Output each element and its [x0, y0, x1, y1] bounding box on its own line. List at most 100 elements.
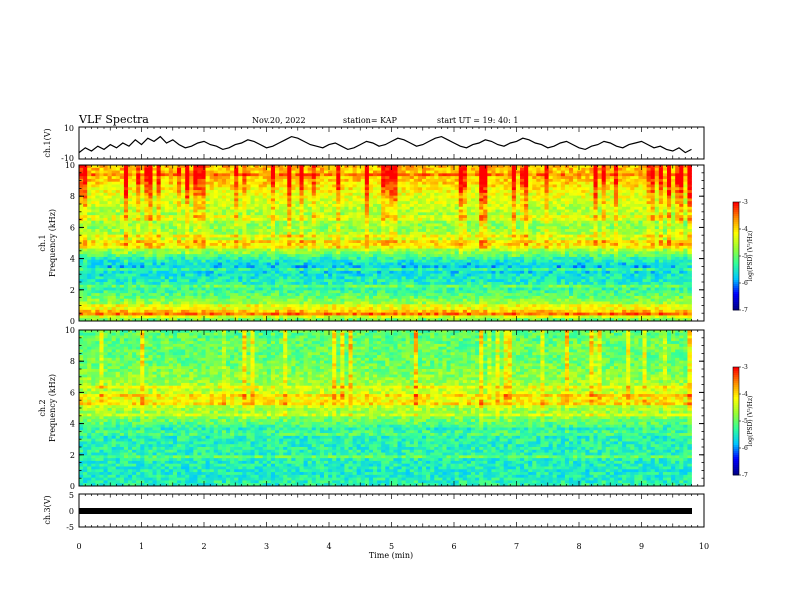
spectrogram-cell: [332, 218, 336, 221]
spectrogram-cell: [328, 171, 332, 174]
spectrogram-cell: [255, 179, 259, 182]
spectrogram-cell: [581, 251, 585, 254]
spectrogram-cell: [95, 221, 99, 224]
spectrogram-cell: [291, 243, 295, 246]
spectrogram-cell: [381, 187, 385, 190]
spectrogram-cell: [585, 176, 589, 179]
spectrogram-cell: [389, 254, 393, 257]
spectrogram-cell: [491, 254, 495, 257]
spectrogram-cell: [340, 254, 344, 257]
spectrogram-cell: [353, 185, 357, 188]
spectrogram-cell: [434, 251, 438, 254]
spectrogram-cell: [500, 243, 504, 246]
spectrogram-cell: [140, 179, 144, 182]
spectrogram-cell: [410, 190, 414, 193]
spectrogram-cell: [99, 210, 103, 213]
spectrogram-cell: [197, 232, 201, 235]
spectrogram-cell: [647, 196, 651, 199]
spectrogram-cell: [120, 185, 124, 188]
spectrogram-cell: [438, 240, 442, 243]
spectrogram-cell: [320, 243, 324, 246]
spectrogram-cell: [189, 187, 193, 190]
spectrogram-cell: [614, 243, 618, 246]
spectrogram-cell: [398, 232, 402, 235]
spectrogram-cell: [132, 201, 136, 204]
spectrogram-cell: [516, 185, 520, 188]
spectrogram-cell: [153, 257, 157, 260]
spectrogram-cell: [99, 207, 103, 210]
spectrogram-cell: [230, 204, 234, 207]
spectrogram-cell: [549, 212, 553, 215]
spectrogram-cell: [528, 193, 532, 196]
spectrogram-cell: [153, 210, 157, 213]
spectrogram-cell: [410, 187, 414, 190]
spectrogram-cell: [369, 185, 373, 188]
spectrogram-cell: [295, 198, 299, 201]
spectrogram-cell: [402, 193, 406, 196]
spectrogram-cell: [614, 171, 618, 174]
spectrogram-cell: [95, 196, 99, 199]
spectrogram-cell: [328, 179, 332, 182]
spectrogram-cell: [549, 187, 553, 190]
spectrogram-cell: [136, 196, 140, 199]
spectrogram-cell: [242, 198, 246, 201]
spectrogram-cell: [161, 240, 165, 243]
spectrogram-cell: [565, 193, 569, 196]
spectrogram-cell: [459, 246, 463, 249]
spectrogram-cell: [144, 201, 148, 204]
spectrogram-cell: [308, 229, 312, 232]
spectrogram-cell: [165, 179, 169, 182]
spectrogram-cell: [479, 251, 483, 254]
spectrogram-cell: [124, 196, 128, 199]
spectrogram-cell: [144, 229, 148, 232]
spectrogram-cell: [161, 168, 165, 171]
spectrogram-cell: [255, 246, 259, 249]
spectrogram-cell: [263, 229, 267, 232]
spectrogram-cell: [95, 179, 99, 182]
spectrogram-cell: [585, 237, 589, 240]
spectrogram-cell: [671, 207, 675, 210]
spectrogram-cell: [491, 201, 495, 204]
spectrogram-cell: [226, 187, 230, 190]
spectrogram-cell: [655, 237, 659, 240]
spectrogram-cell: [246, 207, 250, 210]
spectrogram-cell: [263, 185, 267, 188]
spectrogram-cell: [528, 171, 532, 174]
spectrogram-cell: [87, 257, 91, 260]
spectrogram-cell: [218, 235, 222, 238]
spectrogram-cell: [393, 187, 397, 190]
spectrogram-cell: [532, 235, 536, 238]
spectrogram-cell: [197, 198, 201, 201]
spectrogram-cell: [185, 176, 189, 179]
spectrogram-cell: [487, 176, 491, 179]
spectrogram-cell: [679, 210, 683, 213]
spectrogram-cell: [108, 182, 112, 185]
spectrogram-cell: [626, 173, 630, 176]
spectrogram-cell: [230, 251, 234, 254]
spectrogram-cell: [402, 232, 406, 235]
spectrogram-cell: [581, 204, 585, 207]
spectrogram-cell: [594, 232, 598, 235]
spectrogram-cell: [353, 249, 357, 252]
spectrogram-cell: [140, 193, 144, 196]
spectrogram-cell: [255, 215, 259, 218]
spectrogram-cell: [218, 229, 222, 232]
spectrogram-cell: [304, 235, 308, 238]
spectrogram-cell: [185, 226, 189, 229]
spectrogram-cell: [643, 221, 647, 224]
spectrogram-cell: [324, 207, 328, 210]
spectrogram-cell: [565, 187, 569, 190]
spectrogram-cell: [557, 185, 561, 188]
spectrogram-cell: [349, 210, 353, 213]
spectrogram-cell: [577, 196, 581, 199]
spectrogram-cell: [369, 226, 373, 229]
spectrogram-cell: [655, 229, 659, 232]
spectrogram-cell: [173, 254, 177, 257]
spectrogram-cell: [663, 249, 667, 252]
spectrogram-cell: [569, 212, 573, 215]
spectrogram-cell: [104, 190, 108, 193]
spectrogram-cell: [112, 254, 116, 257]
spectrogram-cell: [283, 243, 287, 246]
spectrogram-cell: [504, 176, 508, 179]
ch1-trace: [79, 137, 692, 153]
